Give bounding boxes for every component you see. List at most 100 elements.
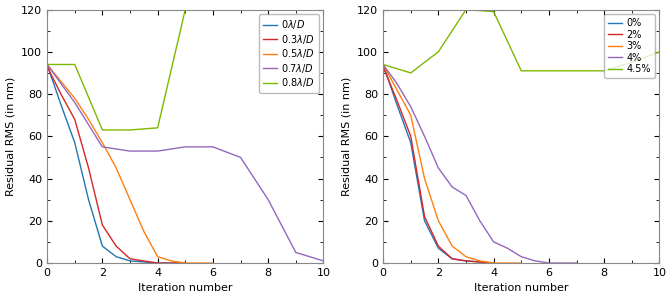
- Line: 3%: 3%: [383, 65, 521, 263]
- 0%: [462, 259, 470, 263]
- 3%: [407, 113, 415, 117]
- 3%: [490, 261, 498, 265]
- $0.5\lambda/D$: [140, 230, 148, 233]
- $0\lambda/D$: [98, 244, 106, 248]
- $0\lambda/D$: [112, 255, 120, 258]
- 2%: [393, 99, 401, 102]
- 0%: [421, 219, 429, 222]
- 4.5%: [407, 71, 415, 75]
- 0%: [490, 261, 498, 265]
- $0.3\lambda/D$: [126, 257, 134, 261]
- $0.5\lambda/D$: [57, 80, 65, 83]
- $0.8\lambda/D$: [43, 63, 51, 66]
- 2%: [379, 65, 387, 68]
- 4%: [448, 185, 456, 189]
- $0\lambda/D$: [154, 261, 162, 265]
- $0.7\lambda/D$: [181, 145, 190, 149]
- 3%: [434, 219, 442, 222]
- Line: $0.5\lambda/D$: $0.5\lambda/D$: [47, 65, 213, 263]
- Line: $0.3\lambda/D$: $0.3\lambda/D$: [47, 67, 185, 263]
- 4%: [503, 246, 511, 250]
- $0.8\lambda/D$: [154, 126, 162, 130]
- Line: $0.8\lambda/D$: $0.8\lambda/D$: [47, 10, 185, 130]
- $0\lambda/D$: [85, 198, 93, 202]
- 0%: [393, 103, 401, 106]
- $0\lambda/D$: [181, 261, 190, 265]
- $0.7\lambda/D$: [71, 101, 79, 104]
- $0.3\lambda/D$: [43, 65, 51, 68]
- $0.3\lambda/D$: [140, 259, 148, 263]
- 3%: [448, 244, 456, 248]
- Line: 4%: 4%: [383, 65, 577, 263]
- $0.8\lambda/D$: [181, 8, 190, 11]
- $0.7\lambda/D$: [319, 259, 327, 263]
- 4.5%: [462, 8, 470, 11]
- 0%: [379, 63, 387, 66]
- Line: $0\lambda/D$: $0\lambda/D$: [47, 65, 185, 263]
- $0.7\lambda/D$: [292, 251, 300, 254]
- 4%: [407, 105, 415, 109]
- $0.3\lambda/D$: [98, 223, 106, 227]
- 4.5%: [573, 69, 581, 73]
- $0.5\lambda/D$: [167, 259, 175, 263]
- Y-axis label: Residual RMS (in nm): Residual RMS (in nm): [5, 77, 15, 196]
- $0.3\lambda/D$: [85, 166, 93, 170]
- X-axis label: Iteration number: Iteration number: [474, 283, 569, 293]
- $0.3\lambda/D$: [112, 244, 120, 248]
- $0.5\lambda/D$: [98, 141, 106, 144]
- 4%: [421, 135, 429, 138]
- $0\lambda/D$: [43, 63, 51, 66]
- $0.7\lambda/D$: [154, 149, 162, 153]
- 4%: [379, 63, 387, 66]
- 4.5%: [628, 61, 636, 64]
- 4.5%: [545, 69, 553, 73]
- 0%: [434, 246, 442, 250]
- Line: $0.7\lambda/D$: $0.7\lambda/D$: [47, 65, 323, 261]
- Line: 2%: 2%: [383, 67, 494, 263]
- 4%: [434, 166, 442, 170]
- $0.7\lambda/D$: [43, 63, 51, 66]
- 4%: [393, 82, 401, 85]
- 2%: [462, 259, 470, 263]
- 2%: [407, 135, 415, 138]
- $0.7\lambda/D$: [209, 145, 217, 149]
- 4.5%: [434, 50, 442, 54]
- Line: 4.5%: 4.5%: [383, 10, 659, 73]
- Line: 0%: 0%: [383, 65, 494, 263]
- 2%: [434, 244, 442, 248]
- $0.7\lambda/D$: [126, 149, 134, 153]
- $0.3\lambda/D$: [181, 261, 190, 265]
- 4%: [462, 194, 470, 197]
- 4%: [476, 219, 484, 222]
- $0.7\lambda/D$: [237, 155, 245, 159]
- 2%: [448, 257, 456, 261]
- X-axis label: Iteration number: Iteration number: [138, 283, 233, 293]
- $0.5\lambda/D$: [154, 255, 162, 258]
- 3%: [393, 88, 401, 91]
- $0.3\lambda/D$: [154, 261, 162, 265]
- Legend: $0\lambda/D$, $0.3\lambda/D$, $0.5\lambda/D$, $0.7\lambda/D$, $0.8\lambda/D$: $0\lambda/D$, $0.3\lambda/D$, $0.5\lambd…: [259, 14, 319, 93]
- $0.5\lambda/D$: [181, 261, 190, 265]
- $0.5\lambda/D$: [71, 97, 79, 100]
- $0\lambda/D$: [71, 141, 79, 144]
- $0.8\lambda/D$: [98, 128, 106, 132]
- Legend: 0%, 2%, 3%, 4%, 4.5%: 0%, 2%, 3%, 4%, 4.5%: [604, 14, 655, 78]
- 2%: [490, 261, 498, 265]
- Y-axis label: Residual RMS (in nm): Residual RMS (in nm): [341, 77, 351, 196]
- 3%: [421, 177, 429, 180]
- $0.8\lambda/D$: [126, 128, 134, 132]
- 4%: [573, 261, 581, 265]
- $0.5\lambda/D$: [209, 261, 217, 265]
- 4.5%: [655, 50, 663, 54]
- $0.8\lambda/D$: [71, 63, 79, 66]
- 3%: [379, 63, 387, 66]
- $0.7\lambda/D$: [264, 198, 272, 202]
- 2%: [421, 215, 429, 218]
- $0\lambda/D$: [126, 259, 134, 263]
- 4.5%: [517, 69, 526, 73]
- 4%: [545, 261, 553, 265]
- $0.3\lambda/D$: [71, 118, 79, 121]
- $0.7\lambda/D$: [98, 145, 106, 149]
- 4.5%: [490, 10, 498, 13]
- 3%: [462, 255, 470, 258]
